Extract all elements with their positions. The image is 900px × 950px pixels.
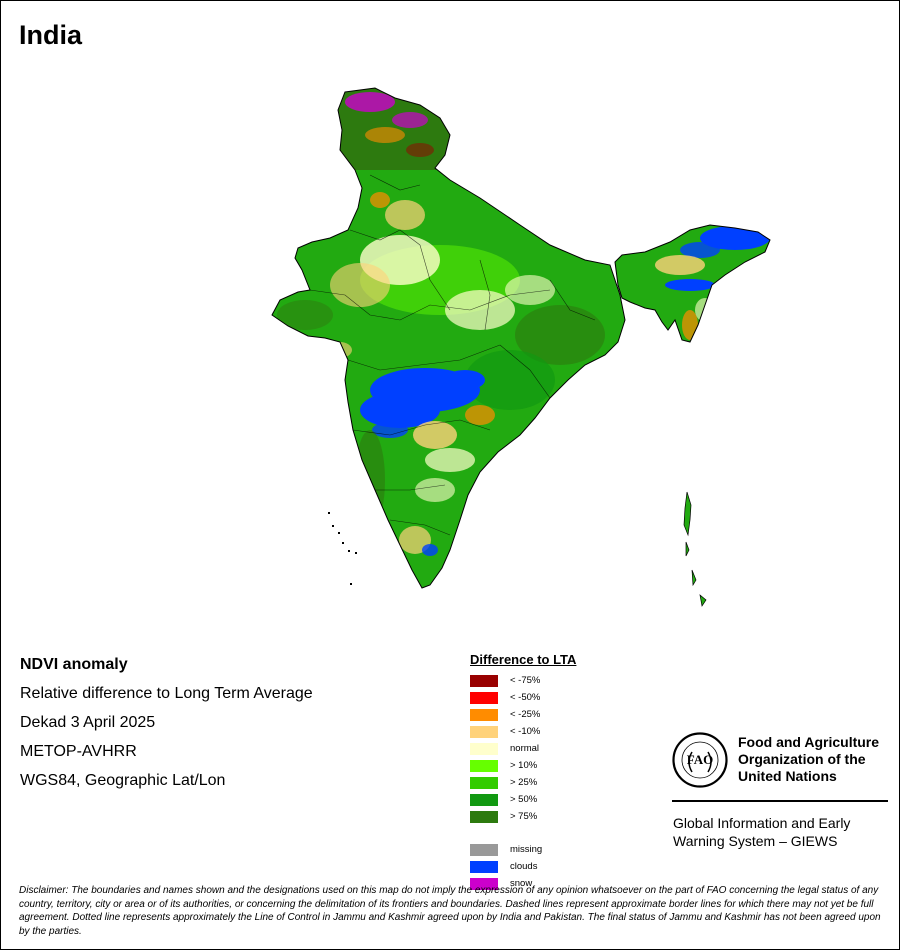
fao-emblem-icon: FAO (672, 732, 728, 788)
legend-extra-item: missing (470, 842, 576, 859)
legend-swatch (470, 811, 498, 823)
andaman-nicobar-islands (683, 491, 707, 607)
legend-extra-item: snow (470, 876, 576, 893)
legend-swatch (470, 777, 498, 789)
giews-system-name: Global Information and Early Warning Sys… (673, 815, 851, 849)
lakshadweep-islands (328, 512, 357, 585)
legend-label: snow (510, 878, 533, 889)
logo-divider (672, 800, 888, 802)
legend-swatch (470, 692, 498, 704)
legend-label: < -25% (510, 709, 541, 720)
legend-label: > 25% (510, 777, 538, 788)
svg-text:FAO: FAO (687, 752, 713, 767)
legend-swatch (470, 760, 498, 772)
legend-title: Difference to LTA (470, 652, 577, 667)
product-period: Dekad 3 April 2025 (20, 714, 156, 731)
legend-swatch (470, 794, 498, 806)
legend-label: missing (510, 844, 543, 855)
legend-swatch (470, 709, 498, 721)
legend-item: > 10% (470, 758, 576, 775)
mainland-ndvi-fill (277, 88, 605, 556)
fao-organization-name: Food and Agriculture Organization of the… (738, 734, 880, 784)
product-name: NDVI anomaly (20, 656, 128, 673)
map-legend: Difference to LTA < -75% < -50% < -25% < -1… (470, 652, 576, 893)
legend-item: > 50% (470, 792, 576, 809)
legend-swatch (470, 861, 498, 873)
state-boundaries (309, 174, 596, 536)
product-sensor: METOP-AVHRR (20, 743, 137, 760)
legend-label: clouds (510, 861, 538, 872)
legend-item: < -10% (470, 724, 576, 741)
legend-label: < -10% (510, 726, 541, 737)
legend-label: < -50% (510, 692, 541, 703)
legend-item: < -75% (470, 673, 576, 690)
legend-label: normal (510, 743, 540, 754)
legend-extra-item: clouds (470, 859, 576, 876)
legend-swatch (470, 726, 498, 738)
legend-label: > 75% (510, 811, 538, 822)
legend-swatch (470, 675, 498, 687)
legend-label: > 10% (510, 760, 538, 771)
map-info: NDVI anomaly Relative difference to Long… (20, 656, 313, 801)
legend-item: > 25% (470, 775, 576, 792)
legend-item: < -50% (470, 690, 576, 707)
legend-label: > 50% (510, 794, 538, 805)
legend-item: > 75% (470, 809, 576, 826)
legend-swatch (470, 878, 498, 890)
map-disclaimer: Disclaimer: The boundaries and names sho… (19, 885, 881, 937)
ndvi-anomaly-map (271, 87, 771, 607)
legend-label: < -75% (510, 675, 541, 686)
legend-item: < -25% (470, 707, 576, 724)
product-description: Relative difference to Long Term Average (20, 685, 313, 702)
legend-item: normal (470, 741, 576, 758)
product-projection: WGS84, Geographic Lat/Lon (20, 772, 226, 789)
map-title: India (19, 20, 83, 50)
legend-swatch (470, 743, 498, 755)
legend-swatch (470, 844, 498, 856)
